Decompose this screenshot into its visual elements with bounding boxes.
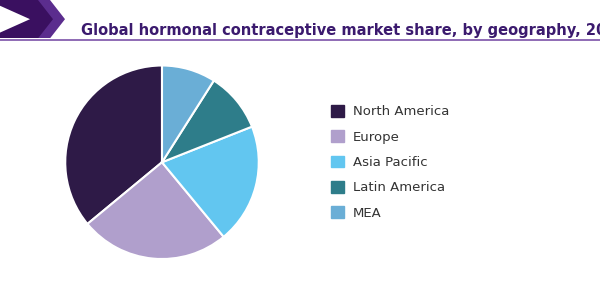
Wedge shape (65, 65, 162, 224)
Polygon shape (0, 0, 53, 38)
Wedge shape (162, 65, 214, 162)
Wedge shape (162, 127, 259, 237)
Polygon shape (0, 0, 65, 38)
Polygon shape (0, 6, 30, 33)
Wedge shape (88, 162, 224, 259)
Legend: North America, Europe, Asia Pacific, Latin America, MEA: North America, Europe, Asia Pacific, Lat… (331, 105, 449, 219)
Text: Global hormonal contraceptive market share, by geography, 2016 (%): Global hormonal contraceptive market sha… (81, 24, 600, 38)
Wedge shape (162, 81, 252, 162)
